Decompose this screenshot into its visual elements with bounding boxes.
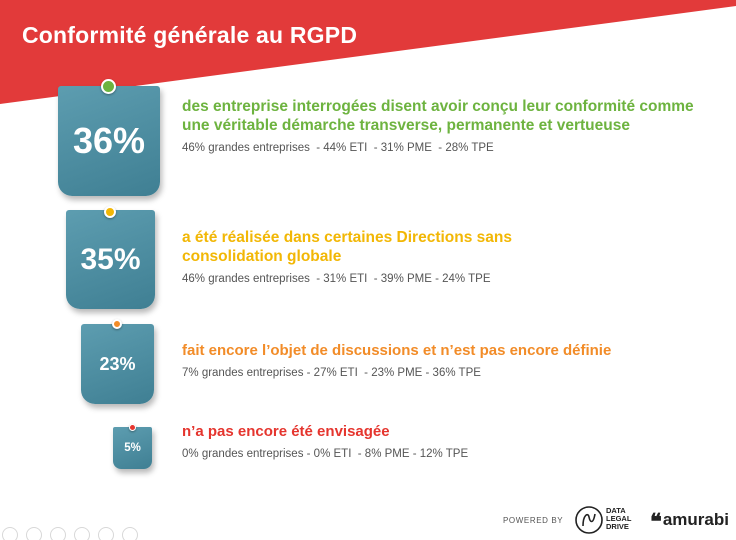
amurabi-wordmark: amurabi — [662, 510, 729, 529]
headline: n’a pas encore été envisagée — [182, 423, 390, 440]
data-legal-drive-wordmark: DATA LEGAL DRIVE — [606, 506, 632, 531]
zoom-icon[interactable] — [98, 527, 114, 540]
list-item: fait encore l’objet de discussions et n’… — [182, 342, 702, 379]
percent-value: 35% — [80, 242, 141, 276]
headline: des entreprise interrogées disent avoir … — [182, 98, 694, 135]
pin-yellow-icon — [104, 206, 116, 218]
more-icon[interactable] — [122, 527, 138, 540]
detail-breakdown: 46% grandes entreprises - 31% ETI - 39% … — [182, 272, 491, 285]
detail-breakdown: 46% grandes entreprises - 44% ETI - 31% … — [182, 141, 494, 154]
percent-value: 5% — [124, 442, 141, 454]
pin-orange-icon — [112, 319, 122, 329]
percent-tag-35: 35% — [66, 210, 155, 309]
back-icon[interactable] — [2, 527, 18, 540]
slides-icon[interactable] — [74, 527, 90, 540]
quote-icon: ❝ — [650, 509, 662, 535]
percent-value: 36% — [72, 120, 146, 161]
page-title: Conformité générale au RGPD — [22, 22, 358, 48]
headline: fait encore l’objet de discussions et n’… — [182, 342, 612, 359]
detail-breakdown: 0% grandes entreprises - 0% ETI - 8% PME… — [182, 447, 469, 460]
pin-red-icon — [129, 424, 136, 431]
amurabi-logo: ❝amurabi — [650, 509, 729, 535]
percent-tag-5: 5% — [113, 427, 152, 469]
title-banner — [0, 0, 736, 104]
percent-tag-23: 23% — [81, 324, 154, 404]
pen-icon[interactable] — [50, 527, 66, 540]
detail-breakdown: 7% grandes entreprises - 27% ETI - 23% P… — [182, 366, 481, 379]
headline: a été réalisée dans certaines Directions… — [182, 229, 512, 266]
pin-green-icon — [101, 79, 116, 94]
forward-icon[interactable] — [26, 527, 42, 540]
list-item: a été réalisée dans certaines Directions… — [182, 228, 542, 285]
slideshow-toolbar — [2, 527, 138, 540]
data-legal-drive-logo-icon — [575, 506, 603, 534]
percent-tag-36: 36% — [58, 86, 160, 196]
list-item: des entreprise interrogées disent avoir … — [182, 97, 702, 154]
list-item: n’a pas encore été envisagée 0% grandes … — [182, 423, 702, 460]
percent-value: 23% — [99, 353, 136, 374]
powered-by-label: POWERED BY — [503, 516, 564, 525]
